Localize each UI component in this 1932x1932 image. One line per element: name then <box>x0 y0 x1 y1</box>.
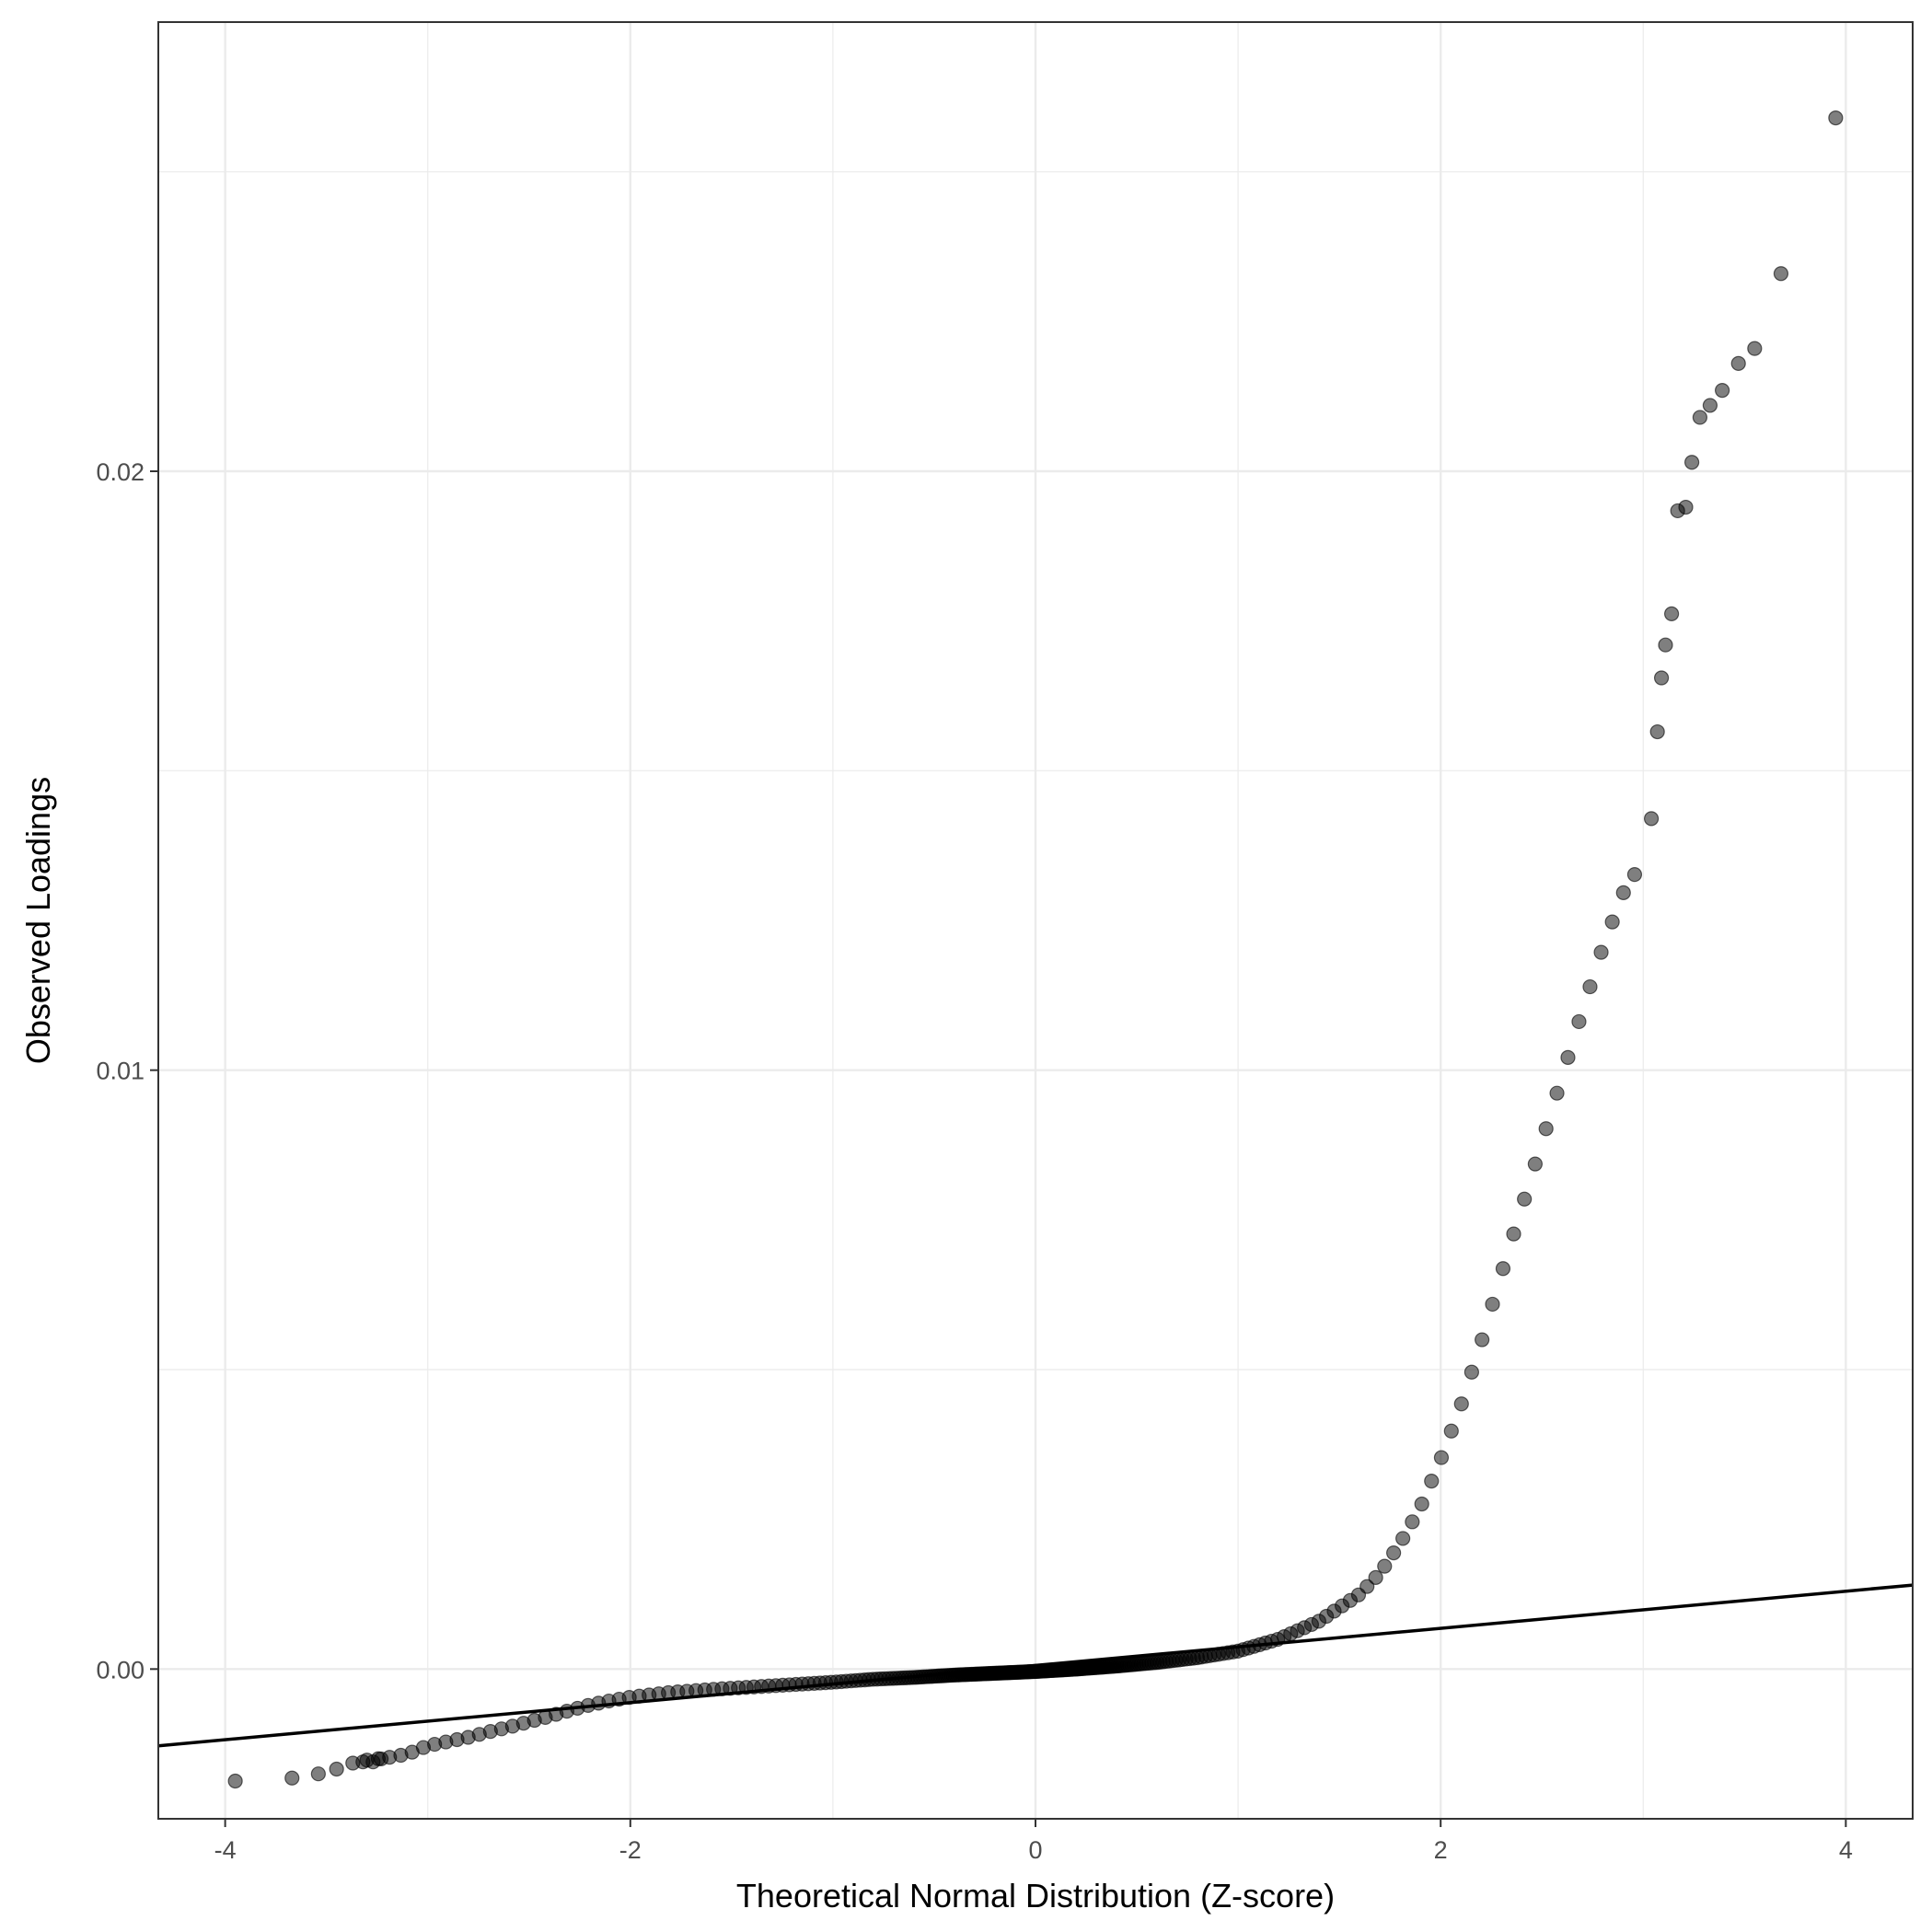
data-point <box>1692 410 1708 425</box>
x-tick-label: -4 <box>214 1836 237 1864</box>
data-point <box>1702 398 1718 413</box>
data-point <box>1649 723 1665 740</box>
data-point <box>1773 266 1789 282</box>
data-point <box>1730 355 1746 371</box>
data-point <box>1443 1423 1459 1439</box>
data-point <box>1626 867 1643 883</box>
data-point <box>1643 811 1660 827</box>
x-tick-label: 0 <box>1028 1836 1042 1864</box>
y-tick-label: 0.00 <box>96 1656 145 1683</box>
y-axis-ticks: 0.00 0.01 0.02 <box>96 458 158 1683</box>
data-point <box>1386 1545 1402 1561</box>
data-point <box>1485 1296 1500 1313</box>
data-point <box>284 1770 300 1786</box>
data-point <box>1560 1049 1576 1065</box>
x-tick-label: 2 <box>1434 1836 1448 1864</box>
data-point <box>1678 499 1694 515</box>
data-point <box>1424 1474 1440 1489</box>
data-point <box>329 1761 344 1777</box>
data-point <box>1368 1569 1383 1585</box>
x-axis-ticks: -4 -2 0 2 4 <box>214 1819 1853 1864</box>
data-point <box>1615 885 1631 900</box>
data-point <box>1527 1156 1543 1172</box>
data-point <box>1653 670 1670 686</box>
data-point <box>1663 606 1680 621</box>
data-point <box>1549 1085 1565 1101</box>
data-point <box>1395 1531 1411 1546</box>
data-point <box>1593 944 1609 960</box>
data-point <box>1377 1558 1393 1574</box>
x-tick-label: -2 <box>619 1836 642 1864</box>
y-tick-label: 0.02 <box>96 458 145 486</box>
data-point <box>1658 637 1673 653</box>
y-axis-title: Observed Loadings <box>19 777 57 1064</box>
data-point <box>1414 1496 1429 1512</box>
data-point <box>1495 1261 1511 1277</box>
data-point <box>1715 383 1730 399</box>
data-point <box>1828 110 1844 126</box>
data-point <box>1571 1013 1587 1030</box>
data-point <box>1747 341 1763 356</box>
data-point <box>1683 455 1700 470</box>
data-point <box>1517 1191 1533 1207</box>
data-point <box>1475 1332 1490 1348</box>
data-point <box>1433 1450 1450 1465</box>
data-point <box>1463 1364 1479 1380</box>
data-point <box>1538 1121 1554 1137</box>
data-point <box>227 1773 243 1789</box>
data-point <box>1453 1396 1469 1412</box>
data-point <box>1359 1579 1375 1594</box>
data-point <box>1405 1514 1420 1530</box>
data-point <box>310 1766 326 1782</box>
data-point <box>374 1751 389 1767</box>
major-gridlines <box>158 22 1913 1819</box>
reference-line <box>157 1583 1914 1748</box>
x-axis-title: Theoretical Normal Distribution (Z-score… <box>736 1877 1335 1915</box>
y-tick-label: 0.01 <box>96 1058 145 1085</box>
data-point <box>1582 978 1598 995</box>
data-point <box>1506 1226 1521 1242</box>
x-tick-label: 4 <box>1839 1836 1853 1864</box>
data-point <box>1604 914 1620 930</box>
